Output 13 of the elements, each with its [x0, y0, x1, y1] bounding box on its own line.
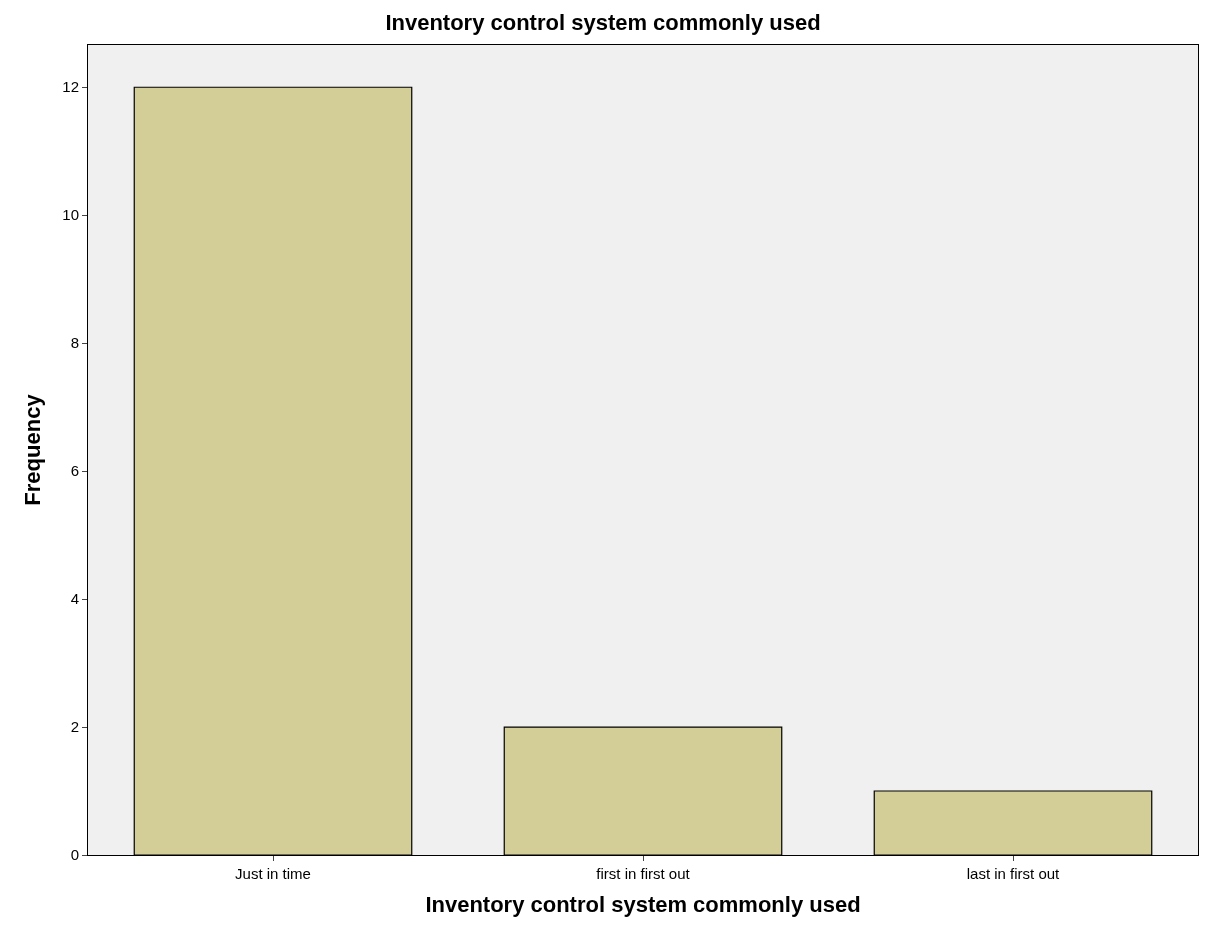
y-tick-label: 0: [70, 846, 79, 864]
y-tick-label: 2: [70, 718, 79, 736]
chart-title: Inventory control system commonly used: [385, 9, 821, 35]
y-tick-label: 8: [70, 334, 79, 352]
y-tick-label: 6: [70, 462, 79, 480]
y-tick-label: 12: [62, 78, 79, 96]
x-axis-title: Inventory control system commonly used: [425, 891, 861, 917]
y-tick-label: 10: [62, 206, 79, 224]
x-tick-label: first in first out: [596, 865, 691, 882]
y-tick-label: 4: [70, 590, 79, 608]
y-axis-title: Frequency: [20, 393, 46, 506]
x-tick-label: last in first out: [966, 865, 1061, 882]
x-tick-label: Just in time: [235, 865, 311, 882]
